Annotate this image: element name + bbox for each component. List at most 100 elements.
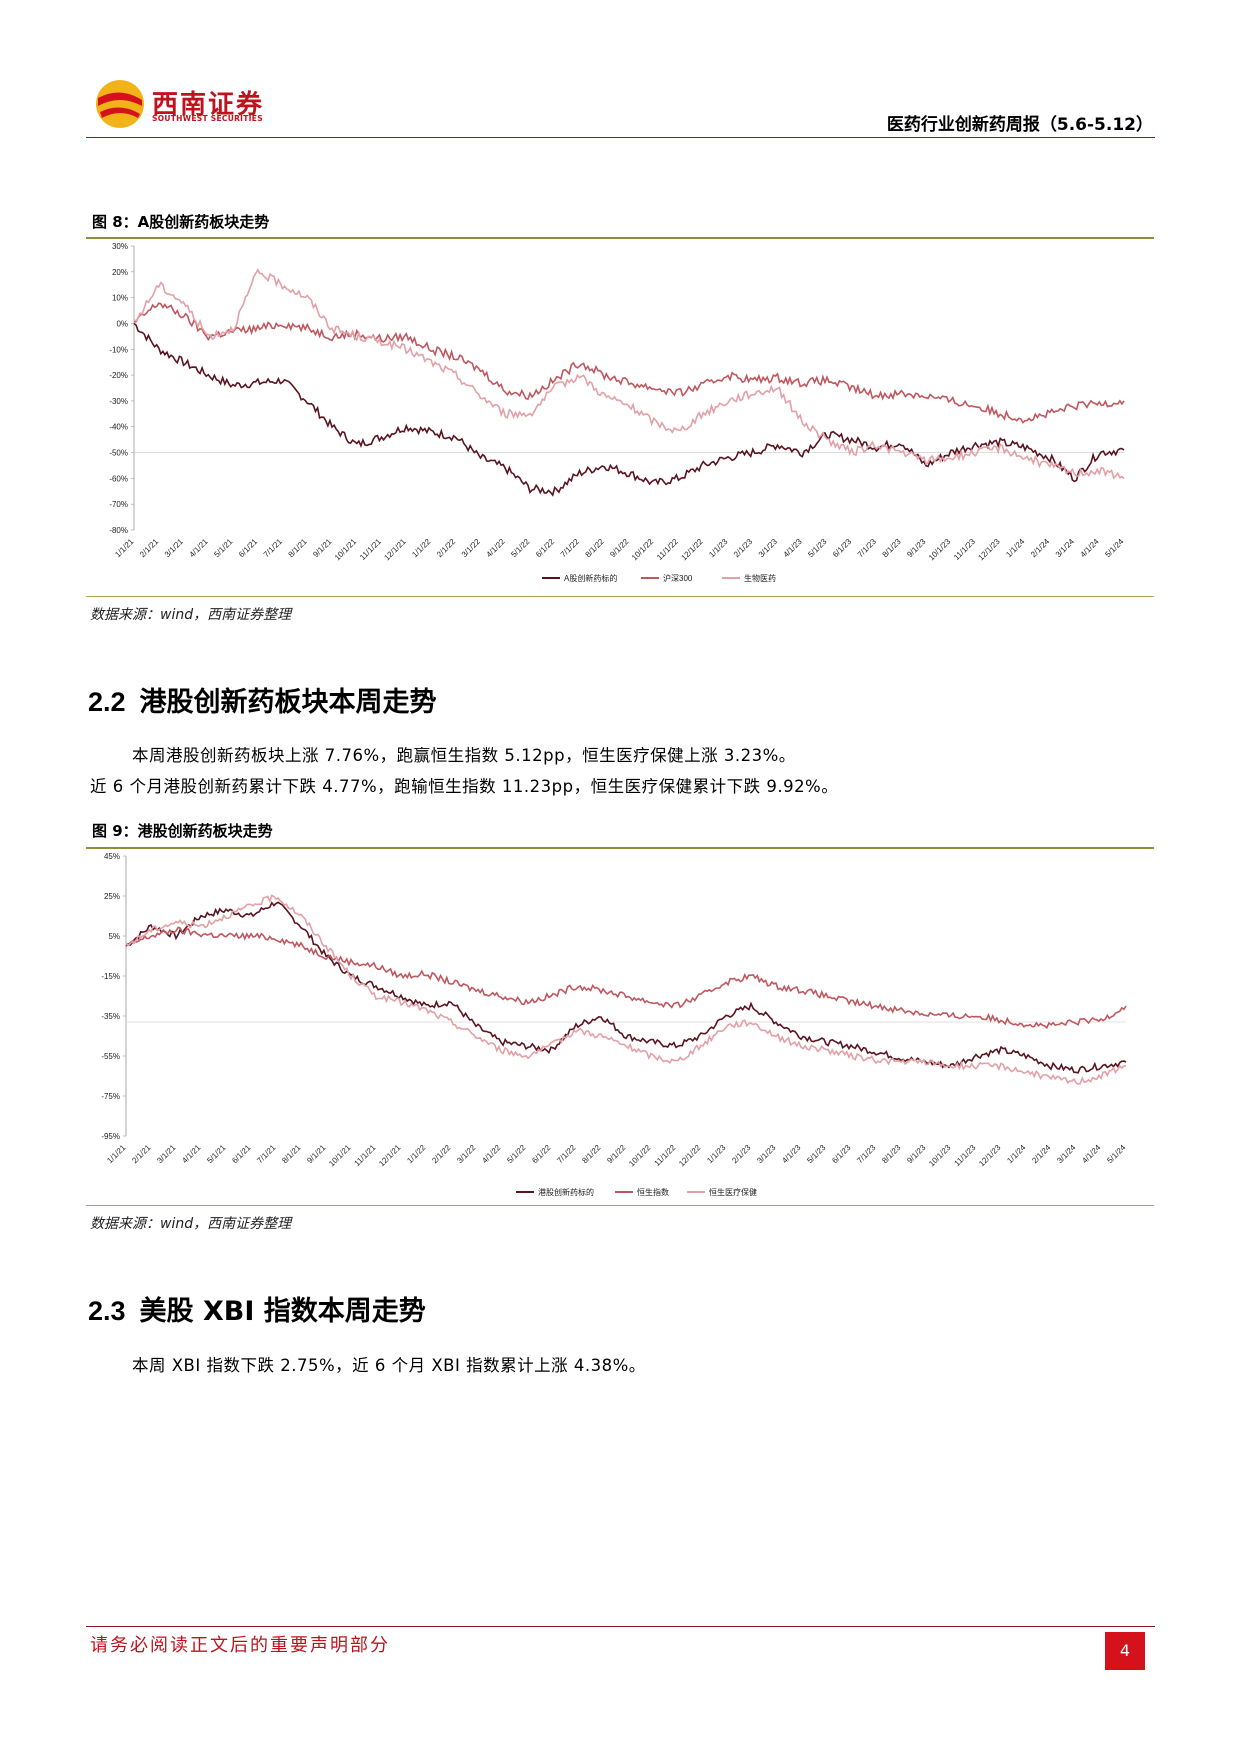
legend-label: 恒生指数	[637, 1187, 669, 1197]
footer-disclaimer: 请务必阅读正文后的重要声明部分	[90, 1635, 390, 1656]
x-tick-label: 8/1/23	[881, 537, 903, 559]
x-tick-label: 5/1/23	[805, 1143, 827, 1165]
header-divider	[86, 137, 1155, 138]
x-tick-label: 8/1/22	[580, 1143, 602, 1165]
x-tick-label: 8/1/23	[880, 1143, 902, 1165]
series-line-1	[133, 322, 1125, 497]
x-tick-label: 5/1/24	[1105, 1143, 1127, 1165]
x-tick-label: 9/1/22	[608, 537, 630, 559]
report-title: 医药行业创新药周报（5.6-5.12）	[886, 115, 1153, 135]
x-tick-label: 12/1/22	[679, 537, 705, 563]
x-tick-label: 6/1/21	[230, 1143, 252, 1165]
x-tick-label: 3/1/23	[755, 1143, 777, 1165]
y-tick-label: -10%	[109, 345, 128, 354]
x-tick-label: 7/1/23	[855, 1143, 877, 1165]
figure-9-source: 数据来源：wind，西南证券整理	[90, 1216, 292, 1232]
legend-label: 港股创新药标的	[538, 1187, 594, 1197]
x-tick-label: 10/1/21	[327, 1143, 353, 1169]
y-tick-label: 20%	[112, 268, 128, 277]
section-2-2-para-1: 本周港股创新药板块上涨 7.76%，跑赢恒生指数 5.12pp，恒生医疗保健上涨…	[132, 746, 796, 765]
x-tick-label: 10/1/23	[927, 1143, 953, 1169]
section-title: 美股 XBI 指数本周走势	[139, 1296, 426, 1327]
y-tick-label: -55%	[101, 1052, 120, 1061]
logo-text-cn: 西南证券	[152, 90, 265, 120]
x-tick-label: 9/1/22	[605, 1143, 627, 1165]
x-tick-label: 12/1/22	[677, 1143, 703, 1169]
series-line-2	[133, 302, 1125, 424]
x-tick-label: 4/1/24	[1079, 537, 1101, 559]
x-tick-label: 10/1/21	[333, 537, 359, 563]
x-tick-label: 9/1/23	[905, 1143, 927, 1165]
x-tick-label: 3/1/22	[460, 537, 482, 559]
y-tick-label: -60%	[109, 474, 128, 483]
figure-9-svg: 45% 25% 5% -15% -35% -55% -75% -95% 1/1/21 2/1/21…	[101, 852, 1127, 1197]
x-tick-label: 11/1/21	[358, 537, 383, 562]
y-tick-label: -75%	[101, 1092, 120, 1101]
y-tick-label: 30%	[112, 242, 128, 251]
figure-8-chart: 30% 20% 10% 0% -10% -20% -30% -40% -50% -60% -70% -…	[86, 240, 1154, 592]
x-tick-label: 4/1/24	[1080, 1143, 1102, 1165]
y-tick-label: -35%	[101, 1012, 120, 1021]
figure-9-top-rule	[86, 847, 1154, 849]
x-tick-label: 12/1/23	[977, 1143, 1003, 1169]
x-tick-label: 2/1/21	[138, 537, 160, 559]
x-tick-label: 7/1/22	[559, 537, 581, 559]
x-tick-label: 9/1/21	[305, 1143, 327, 1165]
section-2-3-heading: 2.3 美股 XBI 指数本周走势	[88, 1289, 426, 1328]
y-tick-label: 5%	[108, 932, 120, 941]
x-tick-label: 6/1/22	[534, 537, 556, 559]
x-tick-label: 5/1/22	[509, 537, 531, 559]
x-tick-label: 10/1/22	[627, 1143, 653, 1169]
x-tick-label: 6/1/21	[237, 537, 259, 559]
x-tick-label: 2/1/23	[732, 537, 754, 559]
y-tick-label: -95%	[101, 1132, 120, 1141]
x-tick-label: 2/1/21	[130, 1143, 152, 1165]
x-tick-label: 2/1/23	[730, 1143, 752, 1165]
figure-9-chart: 45% 25% 5% -15% -35% -55% -75% -95% 1/1/21 2/1/21…	[86, 850, 1154, 1204]
x-tick-label: 4/1/23	[780, 1143, 802, 1165]
x-tick-label: 1/1/23	[707, 537, 729, 559]
x-tick-label: 6/1/22	[530, 1143, 552, 1165]
x-tick-label: 4/1/22	[480, 1143, 502, 1165]
x-tick-label: 5/1/21	[212, 537, 234, 559]
x-tick-label: 3/1/24	[1054, 537, 1076, 559]
x-tick-label: 6/1/23	[830, 1143, 852, 1165]
x-tick-label: 2/1/24	[1029, 537, 1051, 559]
x-tick-label: 2/1/22	[435, 537, 457, 559]
x-tick-label: 11/1/23	[953, 1143, 978, 1168]
x-tick-label: 6/1/23	[831, 537, 853, 559]
x-tick-label: 11/1/21	[353, 1143, 378, 1168]
x-tick-label: 1/1/22	[410, 537, 432, 559]
figure-8-top-rule	[86, 237, 1154, 239]
x-tick-label: 7/1/21	[255, 1143, 277, 1165]
legend-label: 沪深300	[663, 573, 693, 583]
x-tick-label: 11/1/23	[952, 537, 977, 562]
footer-divider	[86, 1626, 1155, 1627]
y-tick-label: -80%	[109, 526, 128, 535]
x-tick-label: 3/1/22	[455, 1143, 477, 1165]
y-tick-label: -70%	[109, 500, 128, 509]
y-tick-label: -20%	[109, 371, 128, 380]
x-tick-label: 5/1/22	[505, 1143, 527, 1165]
y-tick-label: -30%	[109, 397, 128, 406]
section-2-3-para-1: 本周 XBI 指数下跌 2.75%，近 6 个月 XBI 指数累计上涨 4.38…	[132, 1356, 646, 1375]
section-number: 2.3	[88, 1296, 126, 1326]
legend-label: A股创新药标的	[564, 573, 617, 583]
y-tick-label: -50%	[109, 449, 128, 458]
y-tick-label: 25%	[104, 892, 120, 901]
legend-label: 生物医药	[744, 573, 776, 583]
x-tick-label: 2/1/24	[1030, 1143, 1052, 1165]
x-tick-label: 4/1/21	[188, 537, 210, 559]
x-tick-label: 7/1/22	[555, 1143, 577, 1165]
x-tick-label: 12/1/21	[382, 537, 408, 563]
x-tick-label: 7/1/21	[262, 537, 284, 559]
x-tick-label: 5/1/23	[806, 537, 828, 559]
y-tick-label: -15%	[101, 972, 120, 981]
x-tick-label: 10/1/23	[927, 537, 953, 563]
x-tick-label: 1/1/22	[405, 1143, 427, 1165]
figure-8-title: 图 8：A股创新药板块走势	[92, 213, 270, 231]
figure-9-title: 图 9：港股创新药板块走势	[92, 822, 273, 840]
logo-text-en: SOUTHWEST SECURITIES	[152, 114, 263, 123]
section-number: 2.2	[88, 687, 126, 717]
series-line-2	[125, 926, 1127, 1030]
